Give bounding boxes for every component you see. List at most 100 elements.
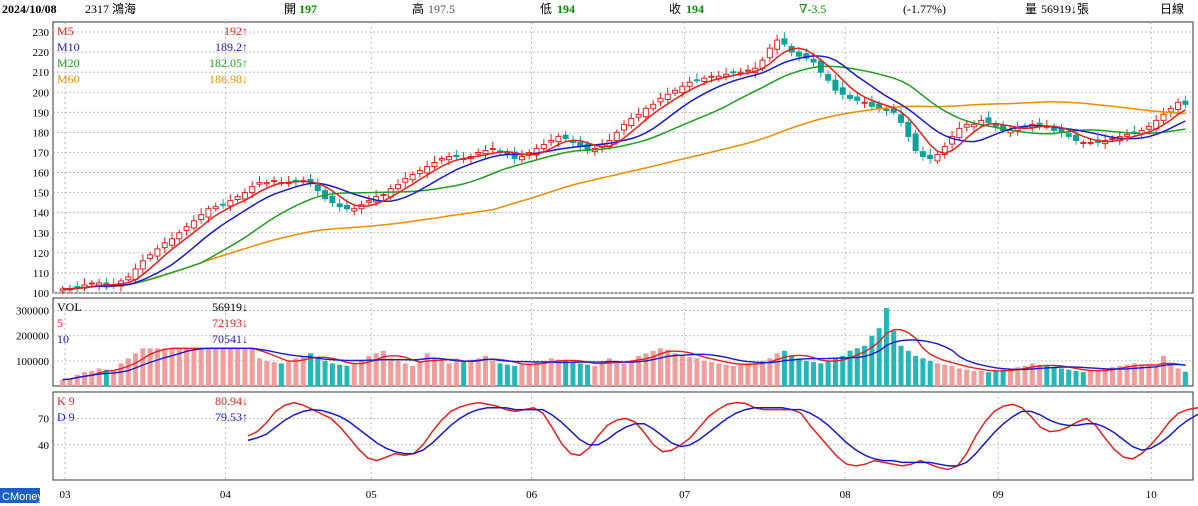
volume-legend-name: 5 — [57, 316, 63, 330]
price-y-tick-label: 170 — [33, 147, 50, 159]
candle-body — [351, 208, 358, 212]
price-y-tick-label: 150 — [33, 188, 50, 200]
candle-body — [220, 203, 227, 206]
kd-legend-name: D 9 — [57, 410, 75, 424]
header-period: 日線 — [1160, 1, 1184, 16]
candle-body — [839, 87, 846, 95]
x-tick-label: 03 — [60, 489, 72, 501]
x-tick-label: 09 — [993, 489, 1005, 501]
candle-body — [737, 71, 744, 74]
candle-body — [847, 94, 853, 99]
volume-bar — [82, 372, 88, 386]
candle-body — [365, 200, 372, 203]
volume-y-tick-label: 100000 — [16, 356, 50, 368]
volume-bar — [242, 348, 248, 386]
volume-bar — [942, 364, 948, 386]
volume-bar — [621, 363, 627, 386]
volume-bar — [978, 370, 984, 386]
candle-body — [249, 186, 256, 194]
candle-body — [868, 101, 875, 107]
volume-bar — [1117, 365, 1123, 386]
volume-bar — [431, 358, 437, 386]
header-open-label: 開 — [284, 2, 296, 16]
candle-body — [810, 58, 817, 63]
header-low-value: 194 — [557, 2, 575, 16]
volume-bar — [373, 353, 379, 386]
candle-body — [562, 134, 569, 139]
volume-bar — [796, 358, 802, 386]
price-legend-value: 182.05↑ — [209, 56, 248, 70]
volume-bar — [147, 348, 153, 386]
candle-body — [271, 180, 278, 183]
price-legend-name: M20 — [57, 56, 80, 70]
watermark-text: CMoney — [2, 491, 43, 503]
candle-body — [949, 135, 956, 145]
candle-body — [744, 69, 751, 72]
candle-body — [1182, 100, 1189, 105]
volume-bar — [89, 370, 95, 386]
kd-legend-name: K 9 — [57, 394, 75, 408]
volume-bar — [191, 348, 197, 386]
volume-bar — [1080, 372, 1086, 386]
volume-bar — [1146, 365, 1152, 386]
volume-bar — [162, 348, 168, 386]
volume-bar — [424, 353, 430, 386]
volume-bar — [993, 370, 999, 386]
volume-bar — [847, 350, 853, 386]
volume-bar — [956, 368, 962, 386]
d9-line — [247, 407, 1198, 467]
price-legend-name: M5 — [57, 24, 74, 38]
volume-bar — [964, 369, 970, 386]
volume-bar — [752, 362, 758, 386]
volume-bar — [840, 355, 846, 386]
header-open-value: 197 — [299, 2, 317, 16]
candle-body — [336, 203, 343, 208]
volume-bar — [898, 345, 904, 386]
volume-bar — [1160, 355, 1166, 386]
volume-bar — [585, 364, 591, 386]
volume-bar — [541, 360, 547, 386]
volume-bar — [986, 372, 992, 386]
volume-bar — [205, 348, 211, 386]
price-panel — [52, 21, 1194, 294]
candle-body — [409, 174, 416, 181]
candle-body — [701, 77, 708, 82]
volume-bar — [825, 360, 831, 386]
candle-body — [672, 89, 679, 94]
volume-bar — [643, 353, 649, 386]
volume-bar — [723, 364, 729, 386]
volume-y-tick-label: 300000 — [16, 306, 50, 318]
price-y-tick-label: 220 — [33, 47, 50, 59]
volume-bar — [526, 363, 532, 386]
volume-bar — [745, 363, 751, 386]
volume-bar — [475, 358, 481, 386]
candle-body — [395, 184, 401, 190]
volume-bar — [920, 358, 926, 386]
volume-bar — [570, 362, 576, 386]
candle-body — [489, 147, 496, 150]
header-stock: 2317 鴻海 — [85, 1, 136, 16]
volume-bar — [176, 348, 182, 386]
candle-body — [147, 254, 154, 259]
volume-bar — [1102, 368, 1108, 386]
header-close-value: 194 — [686, 2, 704, 16]
volume-bar — [96, 368, 102, 386]
candle-body — [212, 206, 219, 210]
volume-bar — [256, 358, 262, 386]
candle-body — [1073, 134, 1079, 141]
volume-bar — [869, 335, 875, 386]
candle-body — [169, 238, 175, 246]
volume-bar — [315, 358, 321, 386]
volume-bar — [876, 328, 882, 386]
candle-body — [1160, 113, 1167, 121]
x-tick-label: 10 — [1146, 489, 1158, 501]
volume-bar — [1182, 371, 1188, 386]
ma20-line — [62, 65, 1186, 290]
volume-bar — [278, 363, 284, 386]
volume-bar — [213, 348, 219, 386]
volume-bar — [184, 348, 190, 386]
volume-bar — [614, 360, 620, 386]
candle-body — [774, 39, 781, 50]
volume-bar — [118, 363, 124, 386]
header-low-label: 低 — [540, 2, 552, 16]
